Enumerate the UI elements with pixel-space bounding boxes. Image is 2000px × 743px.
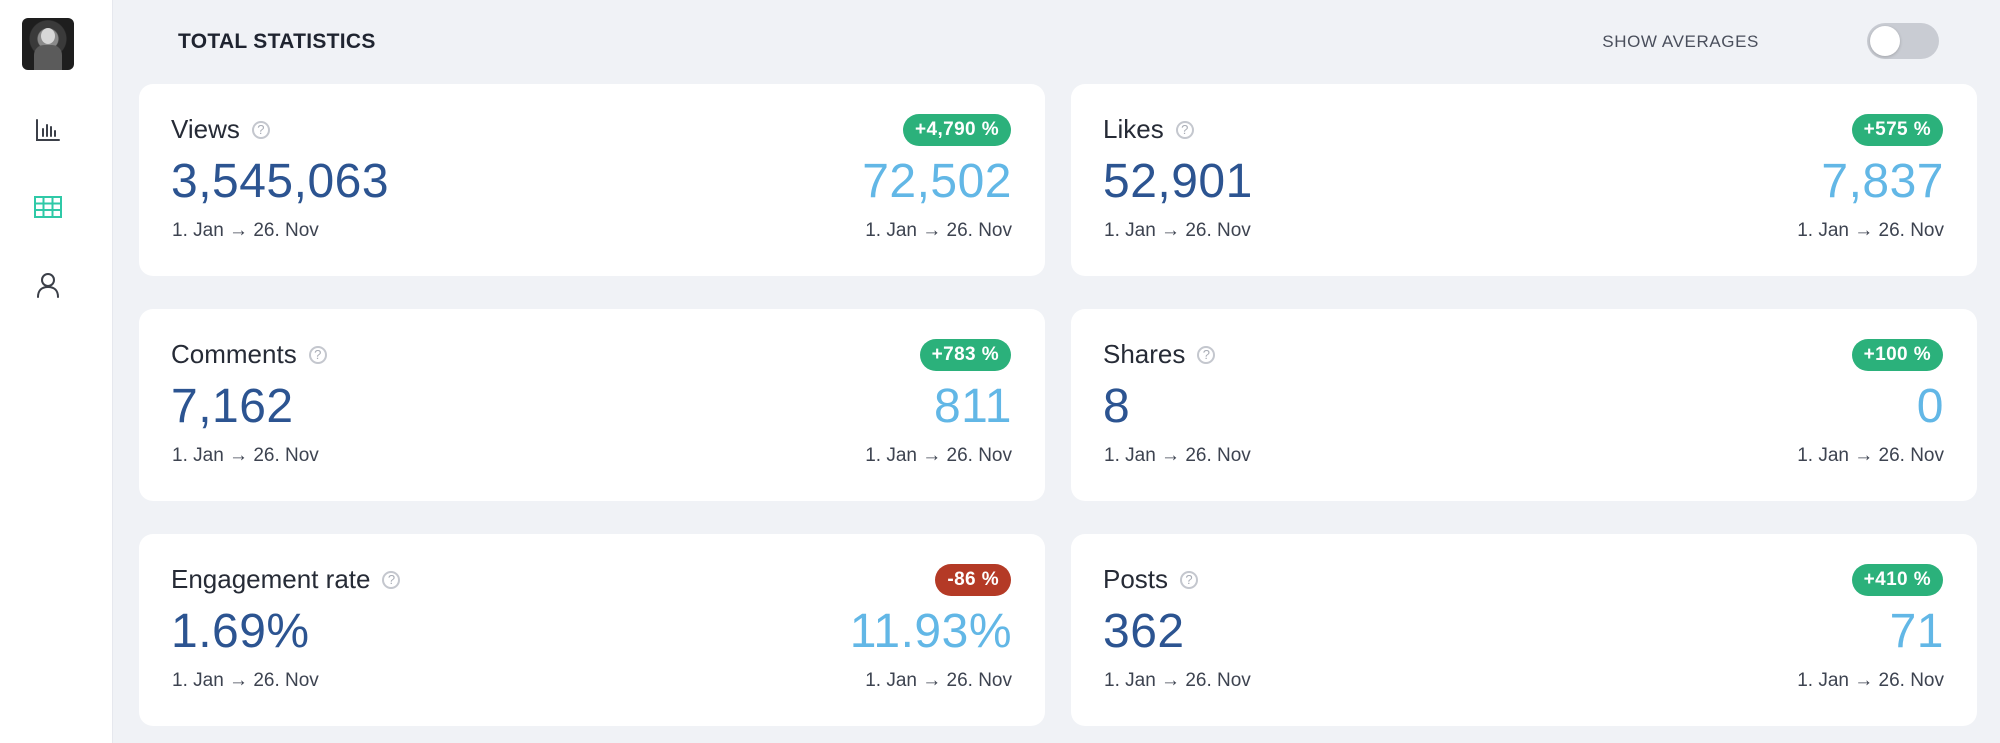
sidebar (0, 0, 113, 743)
card-value: 52,901 (1103, 155, 1253, 208)
card-date-range: 1. Jan → 26. Nov (1104, 220, 1251, 241)
change-badge: -86 % (935, 564, 1011, 596)
card-date-range: 1. Jan → 26. Nov (172, 670, 319, 691)
help-icon[interactable]: ? (1197, 345, 1216, 364)
user-icon[interactable] (31, 268, 65, 302)
show-averages-label: SHOW AVERAGES (1602, 32, 1759, 51)
card-value: 362 (1103, 605, 1185, 658)
card-average-date-range: 1. Jan → 26. Nov (865, 220, 1012, 241)
card-value: 8 (1103, 380, 1131, 433)
help-icon[interactable]: ? (1175, 120, 1194, 139)
change-badge: +783 % (919, 339, 1011, 371)
card-date-range: 1. Jan → 26. Nov (1104, 670, 1251, 691)
card-date-range: 1. Jan → 26. Nov (1104, 445, 1251, 466)
show-averages-toggle[interactable] (1867, 23, 1939, 59)
card-average-value: 11.93% (849, 605, 1012, 658)
card-date-range: 1. Jan → 26. Nov (172, 220, 319, 241)
card-average-value: 71 (1889, 605, 1944, 658)
table-grid-icon[interactable] (31, 190, 65, 224)
stat-card-likes: Likes ? 52,901 1. Jan → 26. Nov +575 % 7… (1071, 84, 1977, 276)
change-badge: +4,790 % (902, 114, 1011, 146)
stat-card-shares: Shares ? 8 1. Jan → 26. Nov +100 % 0 1. … (1071, 309, 1977, 501)
card-average-date-range: 1. Jan → 26. Nov (1797, 220, 1944, 241)
card-value: 3,545,063 (171, 155, 390, 208)
card-label: Posts ? (1103, 564, 1199, 595)
card-average-date-range: 1. Jan → 26. Nov (1797, 670, 1944, 691)
card-average-value: 0 (1916, 380, 1944, 433)
card-average-date-range: 1. Jan → 26. Nov (865, 670, 1012, 691)
page-title: TOTAL STATISTICS (178, 30, 376, 53)
stat-card-comments: Comments ? 7,162 1. Jan → 26. Nov +783 %… (139, 309, 1045, 501)
avatar[interactable] (22, 18, 74, 70)
card-average-value: 7,837 (1821, 155, 1944, 208)
stat-card-posts: Posts ? 362 1. Jan → 26. Nov +410 % 71 1… (1071, 534, 1977, 726)
help-icon[interactable]: ? (251, 120, 270, 139)
help-icon[interactable]: ? (382, 570, 401, 589)
card-average-date-range: 1. Jan → 26. Nov (1797, 445, 1944, 466)
card-date-range: 1. Jan → 26. Nov (172, 445, 319, 466)
stat-card-views: Views ? 3,545,063 1. Jan → 26. Nov +4,79… (139, 84, 1045, 276)
card-label: Comments ? (171, 339, 327, 370)
card-label: Shares ? (1103, 339, 1216, 370)
card-label: Views ? (171, 114, 270, 145)
bar-chart-icon[interactable] (31, 113, 65, 147)
change-badge: +410 % (1851, 564, 1943, 596)
card-label: Likes ? (1103, 114, 1194, 145)
change-badge: +100 % (1851, 339, 1943, 371)
card-label: Engagement rate ? (171, 564, 401, 595)
toggle-knob[interactable] (1870, 26, 1900, 56)
card-average-value: 811 (933, 380, 1012, 433)
card-average-value: 72,502 (862, 155, 1012, 208)
change-badge: +575 % (1851, 114, 1943, 146)
card-average-date-range: 1. Jan → 26. Nov (865, 445, 1012, 466)
help-icon[interactable]: ? (308, 345, 327, 364)
card-value: 1.69% (171, 605, 310, 658)
stat-card-engagement-rate: Engagement rate ? 1.69% 1. Jan → 26. Nov… (139, 534, 1045, 726)
card-value: 7,162 (171, 380, 294, 433)
help-icon[interactable]: ? (1180, 570, 1199, 589)
